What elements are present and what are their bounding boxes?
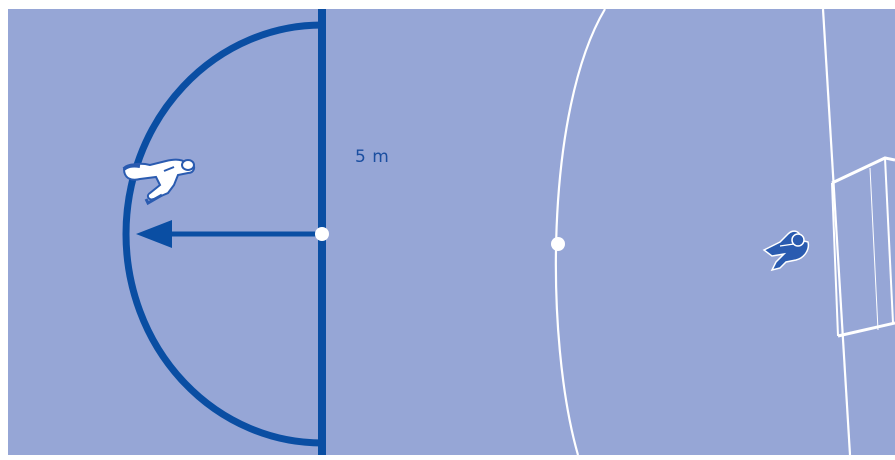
distance-semicircle (122, 21, 323, 447)
ball-position-dot (315, 227, 329, 241)
kicker-player-icon (122, 158, 196, 206)
radius-arrow-head (136, 220, 172, 248)
distance-label: 5 m (355, 147, 390, 167)
goal-line (821, 8, 852, 456)
goal-net-icon (831, 156, 895, 338)
penalty-area-arc (554, 8, 606, 456)
goalkeeper-icon (762, 230, 810, 272)
pitch-field (8, 9, 895, 455)
penalty-spot (551, 237, 565, 251)
